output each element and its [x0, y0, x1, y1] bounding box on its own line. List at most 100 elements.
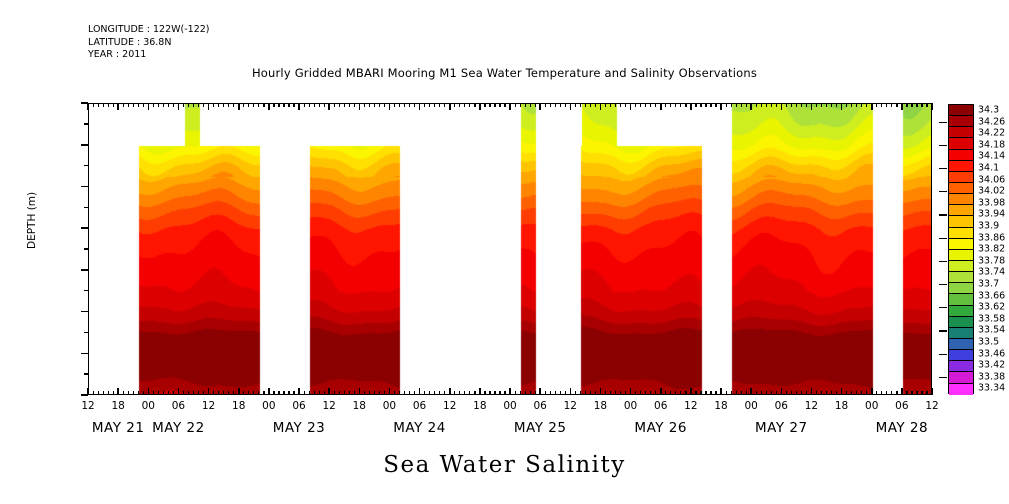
x-axis-minor-tick — [318, 103, 320, 107]
x-axis-hour-label: 00 — [262, 400, 276, 412]
colorbar-tick — [939, 168, 947, 170]
x-axis-tick — [840, 103, 843, 110]
x-axis-day-label: MAY 28 — [875, 420, 929, 436]
x-axis-minor-tick — [464, 391, 466, 395]
x-axis-hour-label: 12 — [804, 400, 819, 412]
x-axis-minor-tick — [815, 103, 818, 107]
x-axis-minor-tick — [127, 391, 129, 395]
x-axis-tick — [87, 388, 89, 395]
x-axis-minor-tick — [760, 103, 762, 107]
x-axis-minor-tick — [620, 391, 622, 395]
x-axis-minor-tick — [926, 391, 928, 395]
x-axis-hour-label: 12 — [563, 400, 577, 412]
x-axis-tick — [509, 388, 511, 395]
x-axis-minor-tick — [820, 391, 823, 395]
x-axis-minor-tick — [620, 103, 622, 107]
colorbar-label: 33.54 — [978, 324, 1006, 336]
x-axis-minor-tick — [323, 391, 325, 395]
x-axis-minor-tick — [650, 391, 652, 395]
x-axis-minor-tick — [559, 391, 561, 395]
x-axis-tick — [539, 103, 541, 110]
x-axis-minor-tick — [489, 391, 491, 395]
x-axis-minor-tick — [665, 391, 667, 395]
x-axis-minor-tick — [383, 391, 386, 395]
x-axis-minor-tick — [338, 103, 340, 107]
x-axis-minor-tick — [459, 391, 461, 395]
x-axis-minor-tick — [464, 103, 466, 107]
plot-area — [88, 103, 932, 395]
x-axis-minor-tick — [640, 103, 642, 107]
year-text: YEAR : 2011 — [88, 49, 147, 60]
colorbar-band — [949, 372, 973, 384]
x-axis-minor-tick — [820, 103, 823, 107]
x-axis-minor-tick — [886, 391, 888, 395]
x-axis-minor-tick — [604, 391, 607, 395]
colorbar-label: 33.66 — [978, 290, 1006, 302]
x-axis-hour-label: 00 — [503, 400, 517, 412]
x-axis-minor-tick — [795, 103, 798, 107]
x-axis-tick — [569, 103, 572, 110]
x-axis-minor-tick — [92, 103, 94, 107]
x-axis-minor-tick — [132, 103, 134, 107]
colorbar-label: 33.38 — [978, 371, 1006, 383]
x-axis-hour-label: 18 — [593, 400, 608, 412]
x-axis-hour-label: 06 — [533, 400, 547, 412]
x-axis-minor-tick — [655, 103, 657, 107]
x-axis-minor-tick — [112, 391, 114, 395]
x-axis-minor-tick — [414, 391, 416, 395]
x-axis-minor-tick — [283, 391, 285, 395]
x-axis-tick — [810, 388, 813, 395]
x-axis-minor-tick — [363, 391, 365, 395]
x-axis-minor-tick — [906, 103, 908, 107]
x-axis-minor-tick — [218, 391, 220, 395]
y-axis-tick — [81, 352, 88, 355]
latitude-text: LATITUDE : 36.8N — [88, 36, 172, 48]
colorbar-band — [949, 127, 973, 139]
x-axis-minor-tick — [167, 391, 170, 395]
colorbar-band — [949, 327, 973, 339]
x-axis-minor-tick — [745, 391, 747, 395]
x-axis-minor-tick — [670, 391, 672, 395]
x-axis-minor-tick — [675, 391, 677, 395]
x-axis-day-label: MAY 25 — [513, 420, 567, 436]
x-axis-minor-tick — [710, 103, 712, 107]
x-axis-minor-tick — [333, 391, 335, 395]
x-axis-minor-tick — [695, 103, 697, 107]
x-axis-minor-tick — [790, 391, 793, 395]
chart-title: Hourly Gridded MBARI Mooring M1 Sea Wate… — [251, 66, 758, 80]
x-axis-hour-label: 06 — [171, 400, 186, 412]
x-axis-minor-tick — [785, 103, 787, 107]
x-axis-minor-tick — [323, 103, 325, 107]
x-axis-minor-tick — [172, 103, 175, 107]
x-axis-minor-tick — [730, 103, 732, 107]
x-axis-minor-tick — [107, 103, 109, 107]
colorbar-tick — [939, 330, 947, 332]
heatmap-canvas-wrap — [89, 104, 931, 394]
x-axis-minor-tick — [248, 391, 250, 395]
x-axis-minor-tick — [228, 103, 230, 107]
y-axis-tick — [81, 394, 88, 396]
x-axis-minor-tick — [398, 391, 401, 395]
x-axis-tick — [268, 388, 270, 395]
y-axis-minor-tick — [84, 123, 88, 125]
x-axis-minor-tick — [795, 391, 798, 395]
colorbar-label: 34.3 — [978, 104, 1000, 116]
colorbar-tick — [939, 376, 947, 379]
x-axis-minor-tick — [529, 103, 531, 107]
x-axis-minor-tick — [142, 103, 144, 107]
x-axis-minor-tick — [785, 391, 787, 395]
x-axis-minor-tick — [288, 103, 290, 107]
x-axis-tick — [871, 103, 873, 110]
x-axis-minor-tick — [469, 391, 471, 395]
x-axis-tick — [177, 103, 180, 110]
x-axis-minor-tick — [393, 391, 396, 395]
x-axis-minor-tick — [524, 103, 526, 107]
x-axis-minor-tick — [263, 103, 265, 107]
x-axis-minor-tick — [353, 391, 355, 395]
x-axis-tick — [690, 388, 692, 395]
colorbar-band — [949, 138, 973, 150]
x-axis-minor-tick — [514, 391, 516, 395]
colorbar-band — [949, 105, 973, 117]
x-axis-minor-tick — [665, 103, 667, 107]
x-axis-minor-tick — [831, 103, 833, 107]
